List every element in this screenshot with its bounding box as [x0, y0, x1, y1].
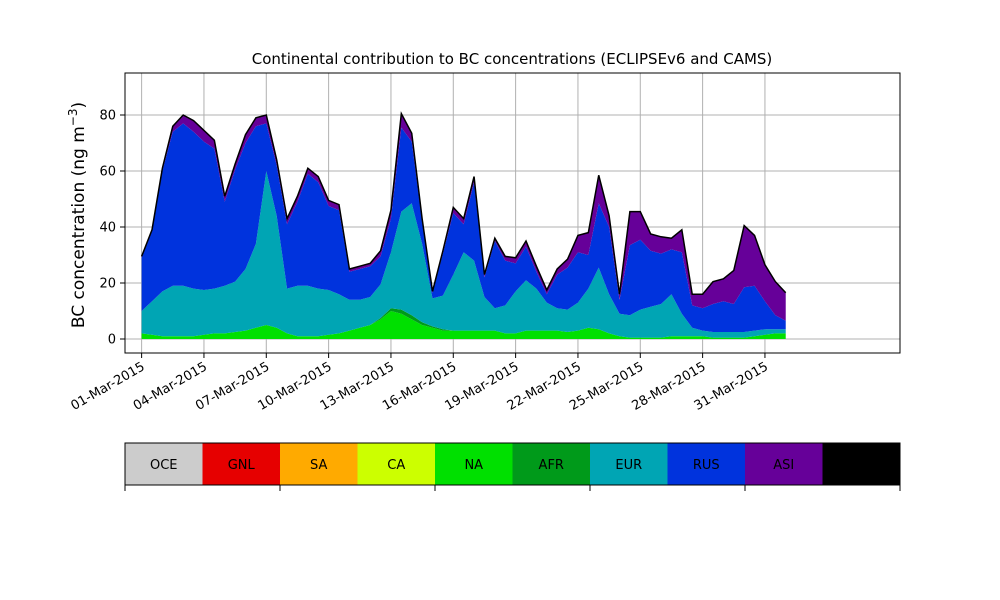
legend-label-rus: RUS — [693, 458, 720, 473]
legend-label-na: NA — [464, 458, 483, 473]
y-axis-label-exponent: −3 — [66, 108, 80, 126]
area-series-eur — [141, 171, 786, 338]
legend-swatch-oce — [125, 443, 203, 485]
y-tick-label: 20 — [99, 277, 116, 292]
legend-swatch-aus — [822, 443, 901, 485]
y-tick-label: 60 — [99, 165, 116, 180]
plot-frame — [124, 72, 901, 354]
area-series-asi — [141, 113, 786, 321]
legend-label-eur: EUR — [615, 458, 642, 473]
chart-title: Continental contribution to BC concentra… — [252, 50, 773, 68]
legend-label-oce: OCE — [150, 458, 178, 473]
y-axis-ticks: 0 20 40 60 80 — [99, 109, 125, 348]
legend-swatch-sa — [280, 443, 358, 485]
legend-label-gnl: GNL — [228, 458, 256, 473]
continent-colorbar-legend: OCE GNL SA CA NA AFR EUR RUS ASI AUS — [124, 442, 901, 491]
stacked-areas — [141, 113, 786, 339]
legend-swatch-na — [435, 443, 513, 485]
legend-label-asi: ASI — [773, 458, 794, 473]
total-outline — [140, 111, 787, 295]
area-series-rus — [141, 123, 786, 333]
y-axis-label-close: ) — [69, 102, 89, 109]
y-tick-label: 0 — [108, 333, 116, 348]
legend-label-afr: AFR — [539, 458, 564, 473]
legend-frame — [124, 442, 901, 486]
y-tick-label: 40 — [99, 221, 116, 236]
legend-label-ca: CA — [387, 458, 405, 473]
x-axis-ticks: 01-Mar-201504-Mar-201507-Mar-201510-Mar-… — [68, 353, 771, 414]
legend-swatch-asi — [745, 443, 823, 485]
y-axis-label-main: BC concentration (ng m — [69, 126, 89, 328]
legend-swatch-rus — [667, 443, 746, 485]
legend-swatch-afr — [512, 443, 591, 485]
y-tick-label: 80 — [99, 109, 116, 124]
area-series-na — [141, 311, 786, 339]
legend-swatch-ca — [357, 443, 436, 485]
legend-swatch-gnl — [202, 443, 281, 485]
legend-label-aus: AUS — [848, 458, 875, 473]
y-axis-label: BC concentration (ng m−3) — [66, 102, 89, 328]
legend-swatch-eur — [590, 443, 668, 485]
total-line — [140, 111, 787, 295]
legend-label-sa: SA — [310, 458, 327, 473]
